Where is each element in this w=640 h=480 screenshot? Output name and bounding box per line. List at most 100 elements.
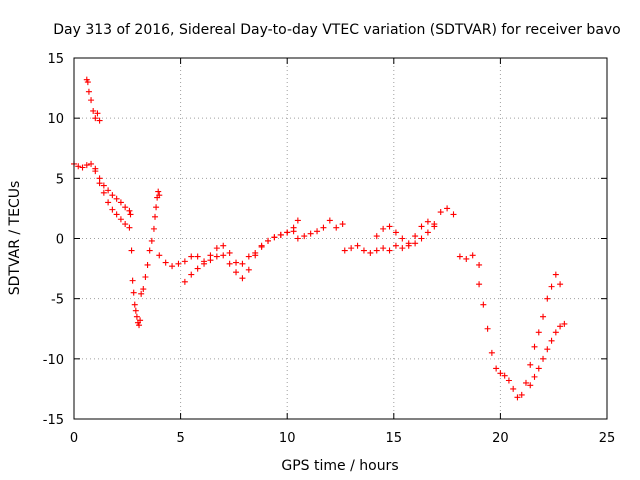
data-point [84, 79, 91, 86]
data-point [367, 249, 374, 256]
y-tick-label: 5 [56, 172, 64, 187]
data-point [194, 253, 201, 260]
data-point [488, 349, 495, 356]
data-point [188, 271, 195, 278]
y-tick-label: -10 [43, 353, 64, 368]
data-point [531, 373, 538, 380]
data-point [96, 180, 103, 187]
data-points [71, 76, 568, 401]
plot-frame [73, 57, 608, 420]
data-point [418, 223, 425, 230]
data-point [510, 385, 517, 392]
x-tick-label: 15 [386, 431, 403, 446]
data-point [181, 258, 188, 265]
data-point [522, 379, 529, 386]
y-axis-label: SDTVAR / TECUs [7, 181, 23, 296]
series-h [294, 217, 346, 242]
data-point [307, 230, 314, 237]
data-point [226, 260, 233, 267]
data-point [152, 213, 159, 220]
data-point [557, 281, 564, 288]
data-point [294, 235, 301, 242]
data-point [75, 163, 82, 170]
data-point [79, 164, 86, 171]
data-point [412, 240, 419, 247]
data-point [85, 88, 92, 95]
data-point [444, 205, 451, 212]
series-j [373, 223, 438, 249]
data-point [561, 320, 568, 327]
grid [74, 58, 607, 419]
data-point [226, 249, 233, 256]
series-b [83, 76, 103, 124]
data-point [146, 247, 153, 254]
data-point [117, 216, 124, 223]
data-point [220, 242, 227, 249]
data-point [155, 188, 162, 195]
data-point [137, 317, 144, 324]
data-point [201, 260, 208, 267]
data-point [476, 261, 483, 268]
data-point [380, 225, 387, 232]
y-tick-label: 15 [47, 52, 64, 67]
data-point [386, 247, 393, 254]
data-point [109, 192, 116, 199]
data-point [437, 209, 444, 216]
data-point [392, 229, 399, 236]
data-point [92, 168, 99, 175]
data-point [133, 313, 140, 320]
data-point [117, 199, 124, 206]
data-point [96, 117, 103, 124]
data-point [142, 274, 149, 281]
data-point [314, 228, 321, 235]
data-point [122, 221, 129, 228]
data-point [92, 115, 99, 122]
data-point [233, 269, 240, 276]
data-point [501, 372, 508, 379]
data-point [194, 265, 201, 272]
data-point [557, 323, 564, 330]
data-point [380, 245, 387, 252]
data-point [552, 329, 559, 336]
data-point [284, 229, 291, 236]
x-tick-label: 0 [70, 431, 78, 446]
data-point [399, 235, 406, 242]
data-point [476, 281, 483, 288]
data-point [88, 97, 95, 104]
data-point [548, 337, 555, 344]
data-point [258, 243, 265, 250]
data-point [339, 221, 346, 228]
data-point [130, 289, 137, 296]
data-point [113, 211, 120, 218]
data-point [113, 195, 120, 202]
data-point [181, 278, 188, 285]
y-tick-label: 10 [47, 112, 64, 127]
data-point [535, 365, 542, 372]
series-g [181, 228, 297, 285]
data-point [132, 307, 139, 314]
data-point [144, 261, 151, 268]
data-point [294, 217, 301, 224]
data-point [122, 204, 129, 211]
data-point [450, 211, 457, 218]
data-point [463, 255, 470, 262]
data-point [129, 277, 136, 284]
y-tick-label: -15 [43, 413, 64, 428]
data-point [518, 391, 525, 398]
data-point [301, 233, 308, 240]
data-point [527, 361, 534, 368]
data-point [469, 252, 476, 259]
data-point [207, 257, 214, 264]
data-point [100, 189, 107, 196]
y-tick-label: 0 [56, 233, 64, 248]
data-point [239, 275, 246, 282]
data-point [150, 225, 157, 232]
data-point [326, 217, 333, 224]
x-axis-label: GPS time / hours [281, 458, 398, 474]
data-point [105, 199, 112, 206]
data-point [514, 394, 521, 401]
series-d [127, 211, 144, 329]
data-point [424, 229, 431, 236]
data-point [341, 247, 348, 254]
data-point [484, 325, 491, 332]
